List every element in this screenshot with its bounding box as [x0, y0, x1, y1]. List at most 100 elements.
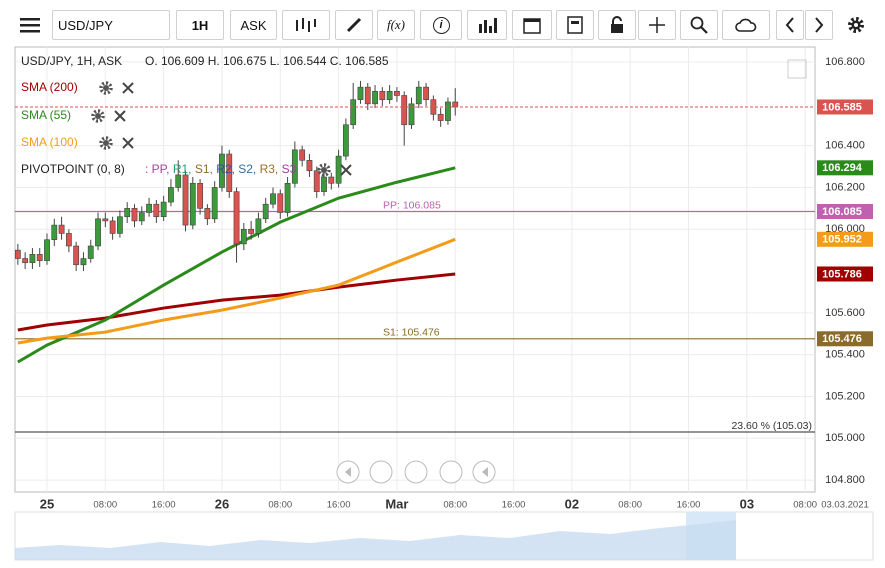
- price-tag-label: 105.476: [822, 333, 862, 345]
- pivot-name: PIVOTPOINT (0, 8): [21, 162, 125, 176]
- candle-body: [270, 193, 276, 205]
- price-type-select[interactable]: ASK: [230, 10, 277, 40]
- navigator-area: [15, 520, 736, 560]
- symbol-select[interactable]: USD/JPY: [52, 10, 170, 40]
- indicators-button[interactable]: [467, 10, 507, 40]
- candle-body: [51, 224, 58, 241]
- nav-reset[interactable]: [404, 460, 428, 484]
- candle-body: [423, 86, 429, 100]
- x-tick-label: Mar: [385, 496, 408, 511]
- y-tick-label: 105.600: [825, 307, 865, 319]
- price-tag: [817, 266, 873, 282]
- legend-entry: SMA (55): [21, 108, 71, 122]
- candle-body: [452, 101, 459, 108]
- candle-body: [350, 99, 357, 126]
- info-button[interactable]: i: [420, 10, 462, 40]
- x-tick-label: 08:00: [618, 500, 642, 511]
- bars-icon: [479, 18, 497, 33]
- candle-body: [342, 124, 349, 157]
- price-tag-label: 105.952: [822, 234, 862, 246]
- candle-body: [321, 176, 327, 192]
- price-tag-label: 106.294: [822, 162, 863, 174]
- price-tag: [817, 231, 873, 247]
- level-label: 23.60 % (105.03): [731, 420, 812, 432]
- x-tick-label: 08:00: [93, 500, 117, 511]
- date-label: 03.03.2021: [821, 500, 869, 511]
- template-button[interactable]: [556, 10, 594, 40]
- zoom-button[interactable]: [680, 10, 718, 40]
- candle-body: [73, 245, 80, 266]
- candle-body: [29, 254, 36, 264]
- candle-body: [87, 245, 94, 259]
- info-label: i: [432, 16, 450, 34]
- candle-body: [379, 91, 386, 100]
- close-icon[interactable]: [122, 82, 134, 94]
- gear-hub: [95, 113, 101, 119]
- candle-body: [291, 149, 298, 184]
- y-tick-label: 106.400: [825, 140, 865, 152]
- level-label: S1: 105.476: [383, 327, 440, 339]
- candle-body: [182, 174, 189, 226]
- gear-icon[interactable]: [99, 81, 113, 95]
- interval: 1H: [191, 17, 209, 33]
- lock-icon: [611, 16, 623, 33]
- candle-body: [306, 159, 313, 172]
- plot-frame: [14, 46, 816, 493]
- candle-body: [197, 182, 203, 209]
- candle-body: [262, 203, 269, 220]
- lock-button[interactable]: [598, 10, 636, 40]
- y-tick-label: 105.400: [825, 349, 865, 361]
- candle-body: [386, 91, 393, 100]
- chart-type-button[interactable]: [282, 10, 330, 40]
- candle-body: [102, 218, 109, 222]
- price-tag-label: 106.085: [822, 206, 862, 218]
- close-icon[interactable]: [122, 137, 134, 149]
- candle-body: [401, 95, 408, 126]
- candle-body: [284, 182, 291, 213]
- cloud-button[interactable]: [722, 10, 770, 40]
- y-tick-label: 105.000: [825, 432, 865, 444]
- back-button[interactable]: [776, 10, 804, 40]
- gear-hub: [103, 140, 109, 146]
- x-tick-label: 16:00: [677, 500, 701, 511]
- settings-button[interactable]: [842, 10, 870, 40]
- menu-button[interactable]: [12, 10, 48, 40]
- crosshair-button[interactable]: [638, 10, 676, 40]
- interval-select[interactable]: 1H: [176, 10, 224, 40]
- candle-body: [211, 187, 218, 220]
- candle-body: [445, 101, 451, 121]
- gear-icon[interactable]: [99, 136, 113, 150]
- gear-icon: [848, 17, 864, 33]
- candle-body: [44, 239, 50, 261]
- gear-hub: [321, 167, 327, 173]
- pivot-level: : PP,: [145, 162, 169, 176]
- candle-body: [335, 155, 342, 184]
- draw-button[interactable]: [335, 10, 373, 40]
- forward-button[interactable]: [805, 10, 833, 40]
- candle-body: [109, 220, 116, 234]
- candle-body: [15, 249, 21, 259]
- candle-body: [357, 86, 364, 100]
- candle-body: [95, 218, 101, 247]
- candle-body: [204, 208, 211, 220]
- candle-body: [175, 174, 182, 188]
- calendar-button[interactable]: [512, 10, 552, 40]
- pivot-level: R2,: [216, 162, 235, 176]
- gear-icon[interactable]: [91, 109, 105, 123]
- candles-icon: [296, 18, 316, 32]
- x-tick-label: 08:00: [268, 500, 292, 511]
- gear-icon[interactable]: [317, 163, 331, 177]
- popout-icon[interactable]: [787, 59, 807, 79]
- close-icon[interactable]: [340, 164, 352, 176]
- candle-body: [255, 218, 262, 234]
- y-tick-label: 104.800: [825, 474, 865, 486]
- candle-body: [248, 228, 255, 234]
- function-button[interactable]: f(x): [377, 10, 415, 40]
- calendar-icon: [523, 18, 541, 34]
- nav-zoom-in[interactable]: [439, 460, 463, 484]
- y-tick-label: 105.200: [825, 390, 865, 402]
- candle-body: [58, 224, 65, 234]
- close-icon[interactable]: [114, 110, 126, 122]
- function-label: f(x): [386, 17, 406, 32]
- nav-zoom-out[interactable]: [369, 460, 393, 484]
